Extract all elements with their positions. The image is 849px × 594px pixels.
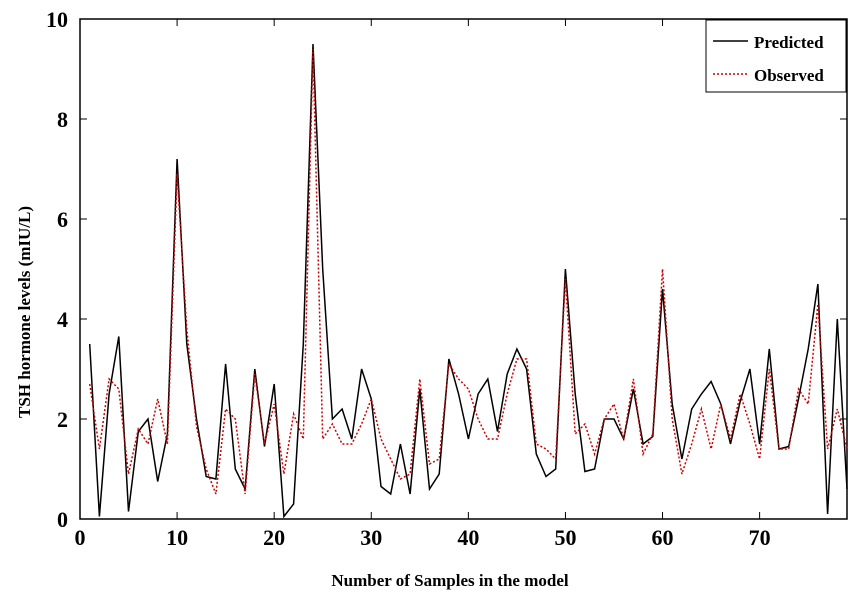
y-tick-label: 0	[57, 507, 68, 532]
x-tick-label: 20	[263, 525, 285, 550]
x-tick-label: 40	[457, 525, 479, 550]
legend: Predicted Observed	[705, 19, 847, 93]
x-tick-label: 60	[652, 525, 674, 550]
legend-label-predicted: Predicted	[754, 33, 824, 52]
y-tick-label: 4	[57, 307, 68, 332]
y-tick-label: 10	[46, 7, 68, 32]
plot-area	[79, 18, 848, 520]
y-tick-label: 8	[57, 107, 68, 132]
legend-label-observed: Observed	[754, 66, 824, 85]
x-axis-label: Number of Samples in the model	[331, 571, 568, 590]
x-tick-label: 30	[360, 525, 382, 550]
x-tick-label: 70	[749, 525, 771, 550]
ticks: 0 10 20 30 40 50 60 70 0 2 4 6 8 10	[46, 7, 847, 550]
y-tick-label: 2	[57, 407, 68, 432]
x-tick-label: 50	[554, 525, 576, 550]
series-line-observed	[88, 48, 848, 495]
x-tick-label: 0	[75, 525, 86, 550]
legend-box	[705, 19, 847, 93]
y-axis-label: TSH hormone levels (mIU/L)	[15, 206, 34, 418]
y-tick-label: 6	[57, 207, 68, 232]
x-tick-label: 10	[166, 525, 188, 550]
plot-lines	[88, 43, 848, 519]
